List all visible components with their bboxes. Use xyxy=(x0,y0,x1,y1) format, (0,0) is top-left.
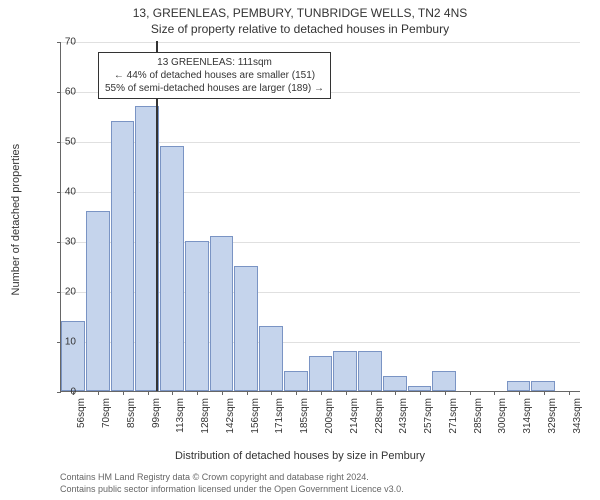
x-tick-mark xyxy=(321,391,322,395)
x-tick-mark xyxy=(296,391,297,395)
annotation-box: 13 GREENLEAS: 111sqm ← 44% of detached h… xyxy=(98,52,331,99)
histogram-bar xyxy=(185,241,209,391)
y-tick-label: 0 xyxy=(46,387,76,398)
histogram-bar xyxy=(333,351,357,391)
annotation-line1: 13 GREENLEAS: 111sqm xyxy=(105,56,324,69)
x-tick-label: 228sqm xyxy=(374,398,385,434)
x-tick-mark xyxy=(544,391,545,395)
x-tick-mark xyxy=(98,391,99,395)
chart-title-line2: Size of property relative to detached ho… xyxy=(0,22,600,36)
footer-line2: Contains public sector information licen… xyxy=(60,484,404,494)
x-tick-mark xyxy=(123,391,124,395)
x-tick-label: 329sqm xyxy=(547,398,558,434)
y-axis-label: Number of detached properties xyxy=(10,144,22,296)
y-tick-label: 50 xyxy=(46,137,76,148)
histogram-bar xyxy=(309,356,333,391)
x-tick-mark xyxy=(395,391,396,395)
y-tick-label: 10 xyxy=(46,337,76,348)
x-tick-label: 214sqm xyxy=(349,398,360,434)
footer-line1: Contains HM Land Registry data © Crown c… xyxy=(60,472,369,482)
histogram-bar xyxy=(507,381,531,391)
x-tick-label: 271sqm xyxy=(448,398,459,434)
y-tick-label: 70 xyxy=(46,37,76,48)
x-tick-label: 142sqm xyxy=(225,398,236,434)
x-tick-label: 185sqm xyxy=(299,398,310,434)
y-tick-label: 60 xyxy=(46,87,76,98)
x-tick-mark xyxy=(445,391,446,395)
x-tick-mark xyxy=(148,391,149,395)
x-tick-mark xyxy=(420,391,421,395)
x-tick-label: 85sqm xyxy=(126,398,137,428)
x-tick-label: 56sqm xyxy=(76,398,87,428)
histogram-bar xyxy=(358,351,382,391)
x-tick-mark xyxy=(271,391,272,395)
histogram-bar xyxy=(234,266,258,391)
histogram-bar xyxy=(284,371,308,391)
x-tick-label: 156sqm xyxy=(250,398,261,434)
x-axis-label: Distribution of detached houses by size … xyxy=(0,450,600,462)
x-tick-label: 300sqm xyxy=(497,398,508,434)
x-tick-mark xyxy=(494,391,495,395)
x-tick-mark xyxy=(222,391,223,395)
x-tick-label: 128sqm xyxy=(200,398,211,434)
x-tick-mark xyxy=(247,391,248,395)
histogram-bar xyxy=(111,121,135,391)
x-tick-mark xyxy=(470,391,471,395)
x-tick-mark xyxy=(519,391,520,395)
x-tick-label: 243sqm xyxy=(398,398,409,434)
x-tick-label: 171sqm xyxy=(274,398,285,434)
annotation-line2: ← 44% of detached houses are smaller (15… xyxy=(105,69,324,82)
histogram-bar xyxy=(210,236,234,391)
y-tick-label: 30 xyxy=(46,237,76,248)
x-tick-label: 314sqm xyxy=(522,398,533,434)
gridline xyxy=(61,42,580,43)
histogram-bar xyxy=(86,211,110,391)
x-tick-label: 343sqm xyxy=(572,398,583,434)
x-tick-label: 113sqm xyxy=(175,398,186,433)
histogram-bar xyxy=(383,376,407,391)
histogram-bar xyxy=(259,326,283,391)
histogram-bar xyxy=(160,146,184,391)
x-tick-mark xyxy=(197,391,198,395)
x-tick-mark xyxy=(569,391,570,395)
x-tick-mark xyxy=(346,391,347,395)
x-tick-label: 99sqm xyxy=(151,398,162,428)
chart-container: 13, GREENLEAS, PEMBURY, TUNBRIDGE WELLS,… xyxy=(0,0,600,500)
x-tick-mark xyxy=(371,391,372,395)
y-tick-label: 20 xyxy=(46,287,76,298)
annotation-line3: 55% of semi-detached houses are larger (… xyxy=(105,82,324,95)
x-tick-mark xyxy=(172,391,173,395)
x-tick-label: 70sqm xyxy=(101,398,112,428)
x-tick-label: 257sqm xyxy=(423,398,434,434)
x-tick-label: 285sqm xyxy=(473,398,484,434)
chart-title-line1: 13, GREENLEAS, PEMBURY, TUNBRIDGE WELLS,… xyxy=(0,6,600,20)
histogram-bar xyxy=(531,381,555,391)
histogram-bar xyxy=(61,321,85,391)
histogram-bar xyxy=(432,371,456,391)
y-tick-label: 40 xyxy=(46,187,76,198)
x-tick-label: 200sqm xyxy=(324,398,335,434)
